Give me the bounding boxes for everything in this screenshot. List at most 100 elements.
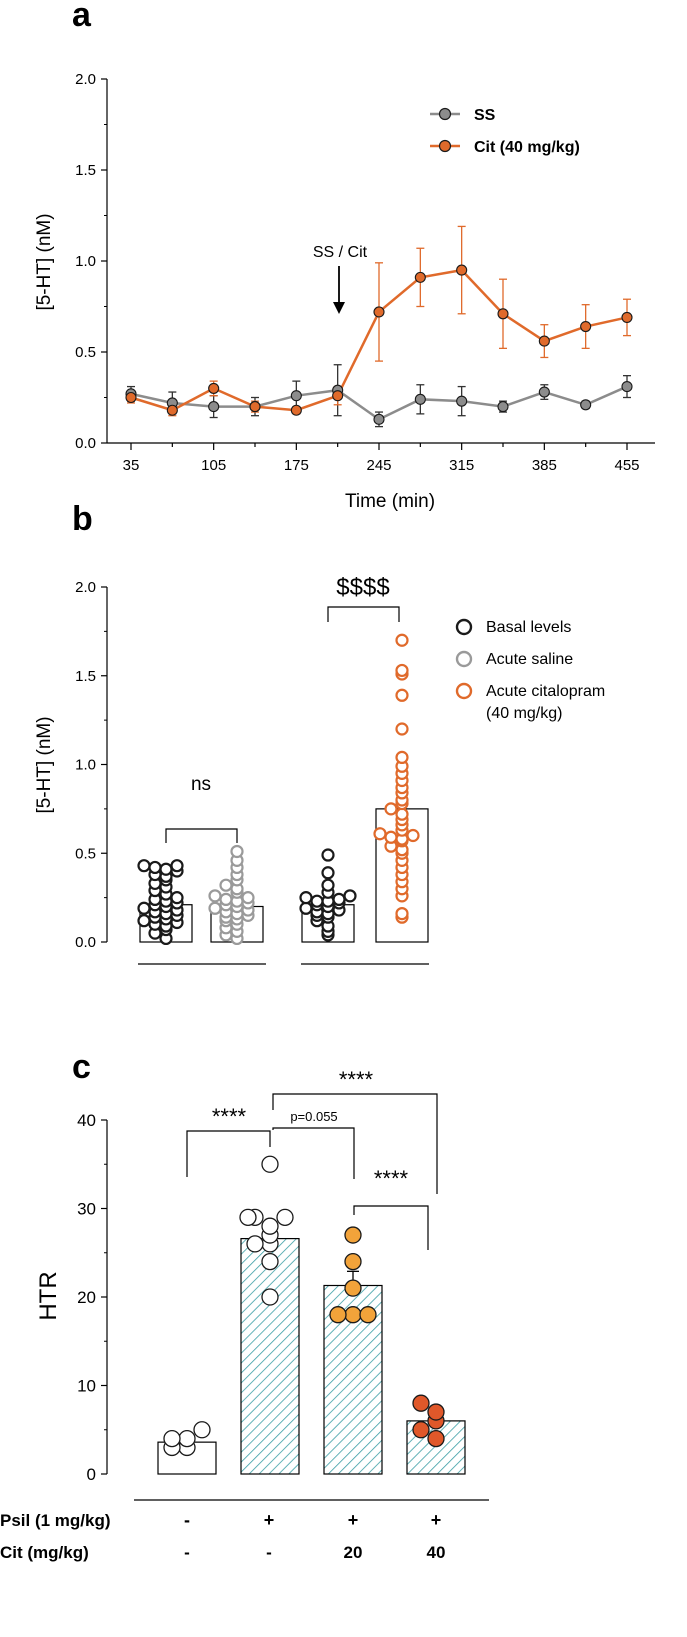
panel-c-psil-2: +: [264, 1510, 275, 1530]
panel-b-point-4: [395, 633, 409, 647]
data-point-cit: [373, 306, 385, 318]
panel-c-point-3: [329, 1306, 347, 1324]
panel-a-x-tick-label: 105: [201, 457, 226, 474]
data-point-cit: [621, 311, 633, 323]
panel-c-point-4: [427, 1429, 445, 1448]
panel-c-pvalue: p=0.055: [290, 1109, 337, 1124]
panel-c-point-2: [261, 1288, 279, 1306]
panel-a-x-tick-label: 35: [123, 457, 140, 474]
panel-label-a: a: [72, 0, 92, 34]
panel-b-point-4: [395, 722, 409, 736]
panel-c-cit-1: -: [184, 1543, 190, 1562]
panel-c-ylabel: HTR: [35, 1271, 62, 1320]
legend-a-ss-marker: [438, 107, 452, 121]
panel-c-bracket-1: [186, 1130, 271, 1177]
panel-c-bracket-3: [272, 1093, 438, 1194]
panel-c-bracket-4: [353, 1205, 429, 1250]
panel-b-y-tick-label: 0.5: [75, 845, 96, 862]
panel-c-cit-2: -: [266, 1543, 272, 1562]
data-point-cit: [125, 391, 137, 404]
panel-c-psil-1: -: [184, 1510, 190, 1530]
panel-c-axes: 0 10 20 30 40: [77, 1111, 108, 1484]
panel-b-point-2: [219, 878, 233, 892]
panel-c-psil-4: +: [431, 1510, 442, 1530]
panel-c-point-1: [178, 1429, 196, 1448]
data-point-cit: [332, 390, 344, 402]
panel-c-point-2: [276, 1208, 294, 1226]
panel-c-y-tick-label: 10: [77, 1377, 96, 1396]
data-point-ss: [414, 393, 426, 405]
panel-b-point-1: [137, 859, 151, 873]
data-point-ss: [497, 401, 509, 413]
panel-a-x-tick-label: 455: [614, 457, 639, 474]
panel-b-point-3: [321, 866, 335, 880]
panel-a-y-tick-label: 2.0: [75, 71, 96, 88]
panel-c-bar-2: [240, 1237, 300, 1475]
panel-b-point-1: [137, 901, 151, 915]
panel-c-cit-4: 40: [427, 1543, 446, 1562]
panel-a-y-tick-label: 0.0: [75, 435, 96, 452]
panel-b-point-4: [384, 802, 398, 816]
legend-b-basal-label: Basal levels: [486, 619, 571, 636]
panel-b-point-1: [170, 891, 184, 905]
panel-b-point-2: [208, 901, 222, 915]
panel-c-y-tick-label: 0: [87, 1465, 96, 1484]
panel-b-y-tick-label: 1.0: [75, 757, 96, 774]
panel-c-point-3: [344, 1252, 362, 1271]
panel-b-marks: [137, 633, 429, 946]
panel-b-y-tick-label: 1.5: [75, 668, 96, 685]
panel-b-point-1: [170, 859, 184, 873]
data-point-ss: [456, 395, 468, 407]
panel-a-annotation: SS / Cit: [313, 244, 368, 261]
panel-c-y-tick-label: 20: [77, 1288, 96, 1307]
panel-b-bracket-ns: [165, 828, 238, 843]
panel-b-y-tick-label: 2.0: [75, 579, 96, 596]
data-point-cit: [249, 401, 261, 413]
panel-c-point-3: [344, 1226, 362, 1244]
panel-b-point-4: [395, 807, 409, 821]
panel-b-point-4: [384, 830, 398, 844]
panel-a-ylabel: [5-HT] (nM): [34, 213, 55, 310]
panel-c-point-3: [344, 1306, 362, 1324]
data-point-ss: [621, 381, 633, 393]
panel-b-point-3: [321, 848, 335, 862]
panel-c-marks: [157, 1155, 466, 1475]
panel-c-psil-3: +: [348, 1510, 359, 1530]
panel-b-sig-label: $$$$: [336, 574, 389, 601]
panel-b-point-3: [332, 892, 346, 907]
panel-b-bracket-sig: [327, 606, 400, 622]
panel-label-c: c: [72, 1048, 91, 1086]
legend-b-citalopram-dose: (40 mg/kg): [486, 705, 562, 722]
panel-c-y-tick-label: 40: [77, 1111, 96, 1130]
panel-a-y-tick-label: 1.0: [75, 253, 96, 270]
data-point-cit: [166, 404, 178, 416]
panel-b-point-2: [208, 889, 222, 903]
panel-a-x-tick-label: 315: [449, 457, 474, 474]
panel-b-point-3: [310, 894, 324, 908]
legend-b-saline-label: Acute saline: [486, 651, 573, 668]
data-point-ss: [373, 413, 385, 425]
panel-b-point-4: [406, 828, 420, 843]
panel-b-point-4: [395, 750, 409, 765]
panel-c-point-2: [246, 1235, 264, 1253]
legend-b-citalopram-label: Acute citalopram: [486, 683, 605, 700]
data-point-cit: [290, 404, 302, 416]
panel-c-sig-4: ****: [374, 1166, 409, 1191]
panel-b-point-1: [148, 860, 162, 875]
data-point-cit: [497, 308, 509, 320]
panel-c-point-2: [261, 1252, 279, 1271]
panel-b-point-1: [137, 914, 151, 928]
panel-c: 0 10 20 30 40 HTR **** p=0.055 **** **** Psi…: [0, 1067, 489, 1562]
panel-a-y-tick-label: 1.5: [75, 162, 96, 179]
panel-b-point-3: [321, 878, 335, 892]
panel-c-cit-3: 20: [344, 1543, 363, 1562]
legend-a-ss-label: SS: [474, 107, 496, 124]
data-point-cit: [208, 382, 220, 394]
data-point-cit: [538, 335, 550, 347]
panel-b-point-4: [373, 827, 387, 841]
legend-a-cit-marker: [438, 139, 452, 153]
panel-c-point-3: [344, 1279, 362, 1297]
data-point-ss: [538, 386, 550, 398]
legend-b-citalopram-marker: [455, 682, 473, 700]
